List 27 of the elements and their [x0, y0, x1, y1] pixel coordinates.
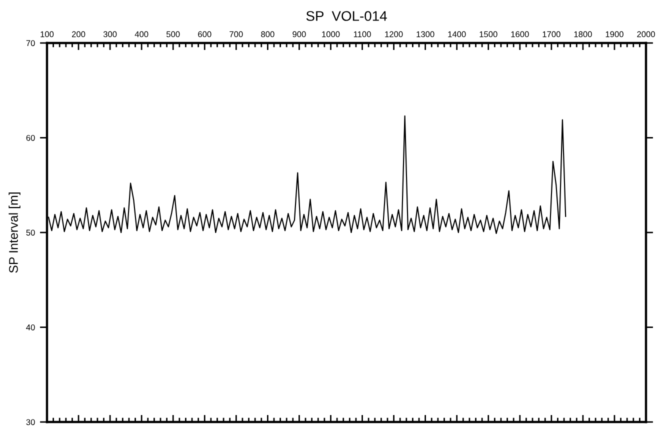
x-tick-label: 500 [166, 31, 180, 38]
x-tick-label: 1600 [511, 31, 529, 38]
y-tick-label: 50 [26, 230, 35, 236]
x-tick-label: 700 [230, 31, 243, 38]
x-tick-label: 100 [40, 31, 54, 38]
x-tick-label: 1100 [354, 31, 371, 38]
x-tick-label: 200 [72, 31, 86, 38]
x-tick-label: 600 [198, 31, 212, 38]
x-tick-label: 1700 [542, 31, 560, 38]
x-tick-label: 2000 [637, 31, 655, 38]
y-tick-label: 70 [26, 40, 35, 46]
x-tick-label: 1200 [385, 31, 403, 38]
x-tick-label: 1300 [416, 31, 434, 38]
x-tick-label: 1800 [574, 31, 592, 38]
x-tick-label: 1500 [480, 31, 498, 38]
x-tick-label: 1000 [322, 31, 340, 38]
y-tick-label: 40 [26, 324, 35, 330]
y-tick-label: 60 [26, 134, 35, 141]
x-tick-label: 800 [261, 31, 274, 38]
y-axis-title: SP Interval [m] [8, 192, 20, 273]
x-tick-label: 300 [103, 31, 117, 38]
x-tick-label: 900 [292, 31, 306, 38]
x-tick-label: 400 [134, 31, 148, 38]
x-tick-label: 1400 [448, 31, 466, 38]
x-tick-label: 1900 [606, 31, 624, 38]
y-tick-label: 30 [26, 419, 35, 426]
chart-title: SP VOL-014 [306, 11, 387, 21]
